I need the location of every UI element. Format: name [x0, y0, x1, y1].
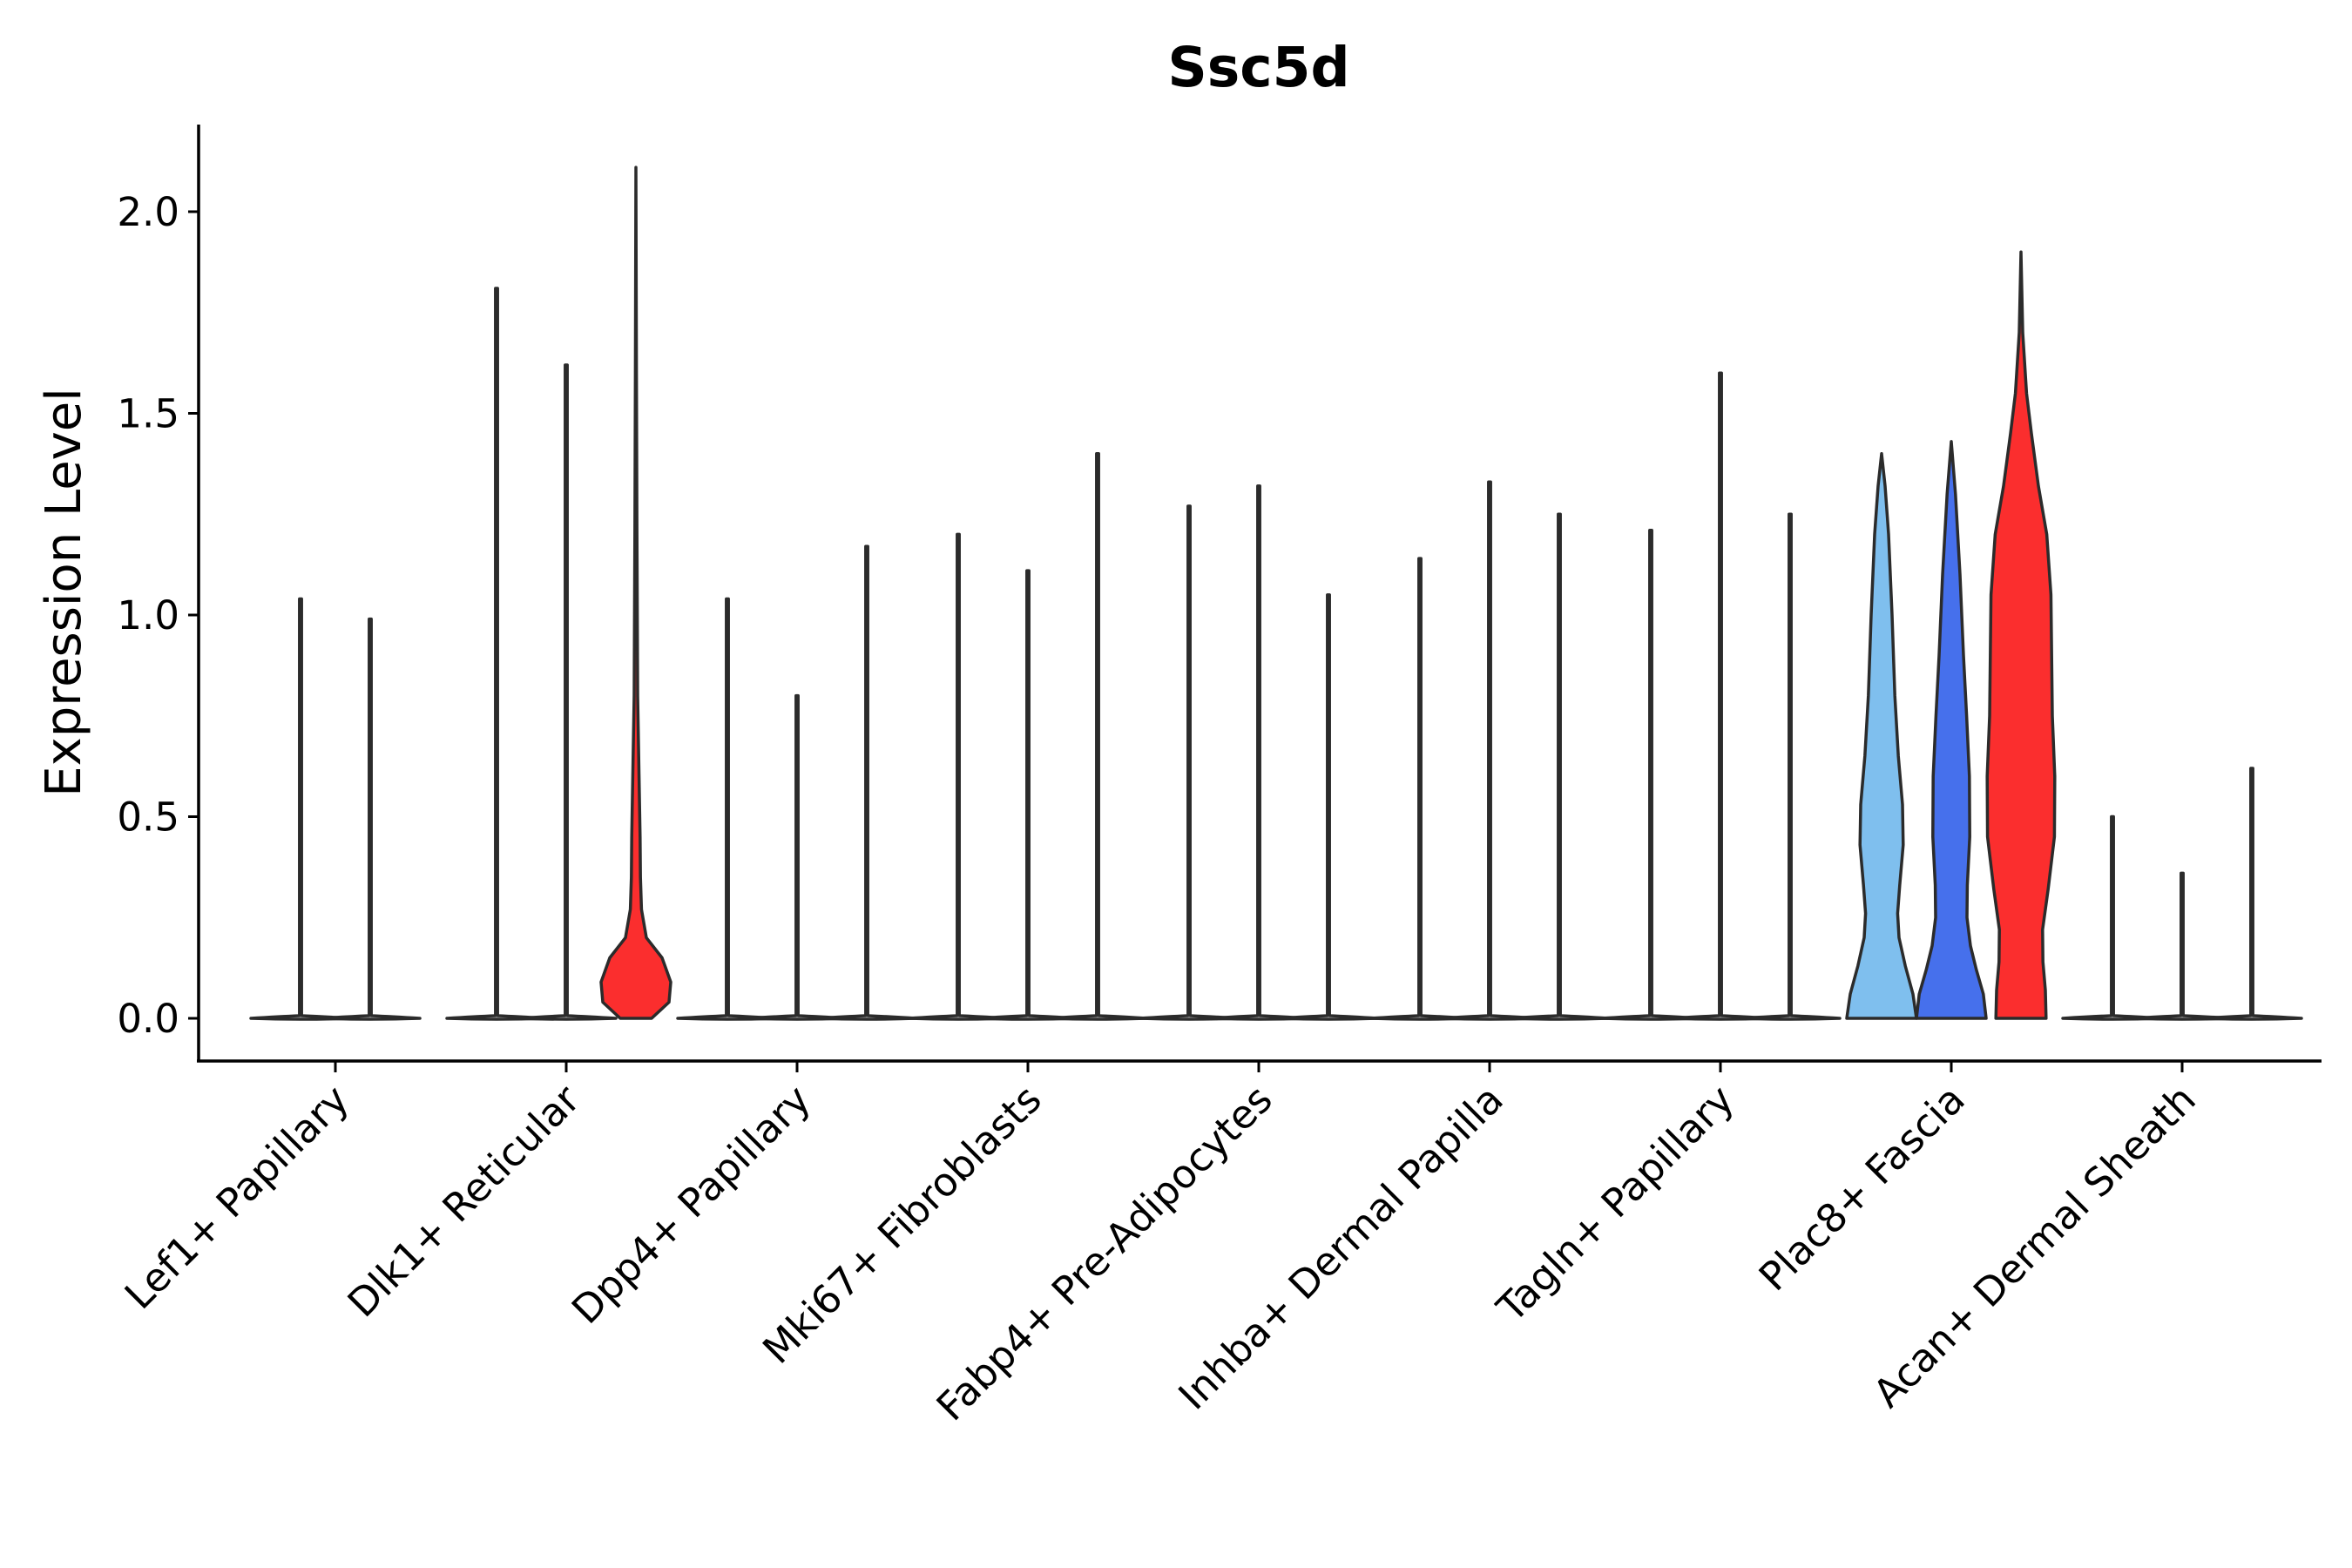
- x-tick-label: Tagln+ Papillary: [1488, 1076, 1743, 1331]
- violin-8-1: [1845, 452, 1918, 1020]
- violin-7-1: [1599, 529, 1702, 1021]
- violin-8-3: [1985, 250, 2057, 1020]
- violin-4-2: [977, 569, 1079, 1021]
- violin-6-3: [1508, 512, 1611, 1021]
- violin-4-1: [907, 532, 1010, 1021]
- violin-6-2: [1438, 480, 1541, 1021]
- y-tick-label: 0.5: [117, 794, 179, 841]
- chart-title: Ssc5d: [1167, 36, 1349, 99]
- x-tick-label: Dlk1+ Reticular: [339, 1076, 589, 1326]
- violin-6-1: [1369, 557, 1471, 1021]
- y-tick-label: 2.0: [117, 189, 179, 235]
- violin-5-2: [1207, 484, 1310, 1021]
- violin-1-2: [319, 617, 422, 1021]
- y-tick-label: 1.5: [117, 391, 179, 437]
- violin-layer: [249, 166, 2303, 1021]
- violin-5-1: [1138, 504, 1240, 1021]
- violin-7-3: [1739, 512, 1842, 1021]
- violin-3-3: [815, 544, 918, 1021]
- violin-4-3: [1046, 452, 1149, 1021]
- y-tick-label: 1.0: [117, 592, 179, 639]
- violin-7-2: [1669, 371, 1772, 1021]
- violin-9-1: [2061, 814, 2164, 1021]
- violin-2-1: [445, 287, 548, 1021]
- violin-5-3: [1277, 593, 1380, 1021]
- violin-2-2: [515, 363, 618, 1021]
- violin-2-3: [599, 166, 672, 1020]
- y-tick-label: 0.0: [117, 996, 179, 1042]
- x-tick-label: Plac8+ Fascia: [1750, 1076, 1974, 1300]
- violin-9-2: [2131, 871, 2234, 1021]
- violin-3-2: [746, 693, 848, 1021]
- y-axis-label: Expression Level: [36, 388, 92, 797]
- x-tick-label: Lef1+ Papillary: [116, 1076, 358, 1318]
- violin-9-3: [2200, 767, 2303, 1021]
- violin-8-2: [1915, 440, 1988, 1020]
- violin-1-1: [249, 597, 352, 1021]
- y-axis-ticks: 0.0 0.5 1.0 1.5 2.0: [117, 189, 199, 1042]
- x-tick-label: Dpp4+ Papillary: [563, 1076, 820, 1333]
- violin-3-1: [676, 597, 779, 1021]
